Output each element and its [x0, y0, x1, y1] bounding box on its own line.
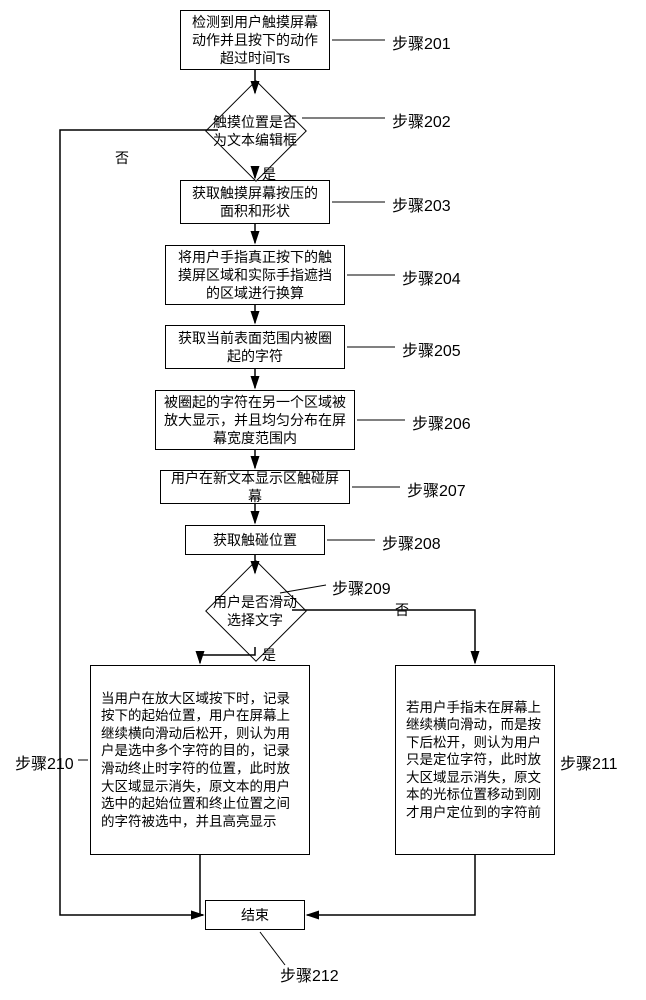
edge-label-no-209: 否 — [395, 600, 409, 620]
step-label-201: 步骤201 — [392, 30, 451, 54]
node-210-text: 当用户在放大区域按下时，记录按下的起始位置，用户在屏幕上继续横向滑动后松开，则认… — [101, 690, 299, 830]
step-label-212: 步骤212 — [280, 962, 339, 986]
node-206-text: 被圈起的字符在另一个区域被放大显示，并且均匀分布在屏幕宽度范围内 — [162, 393, 348, 448]
step-label-207: 步骤207 — [407, 477, 466, 501]
node-205: 获取当前表面范围内被圈起的字符 — [165, 325, 345, 369]
step-label-204: 步骤204 — [402, 265, 461, 289]
edge-label-yes-209: 是 — [262, 645, 276, 665]
node-207-text: 用户在新文本显示区触碰屏幕 — [167, 469, 343, 505]
step-label-209: 步骤209 — [332, 575, 391, 599]
node-208-text: 获取触碰位置 — [213, 531, 297, 549]
step-label-202: 步骤202 — [392, 108, 451, 132]
node-211-text: 若用户手指未在屏幕上继续横向滑动，而是按下后松开，则认为用户只是定位字符，此时放… — [406, 699, 544, 822]
node-203-text: 获取触摸屏幕按压的面积和形状 — [187, 184, 323, 220]
node-204: 将用户手指真正按下的触摸屏区域和实际手指遮挡的区域进行换算 — [165, 245, 345, 305]
node-201-text: 检测到用户触摸屏幕动作并且按下的动作超过时间Ts — [187, 13, 323, 68]
edge-label-yes-202: 是 — [262, 164, 276, 184]
step-label-211: 步骤211 — [560, 750, 618, 774]
step-label-208: 步骤208 — [382, 530, 441, 554]
node-202-diamond — [205, 80, 307, 182]
step-label-210: 步骤210 — [15, 750, 74, 774]
node-207: 用户在新文本显示区触碰屏幕 — [160, 470, 350, 504]
node-208: 获取触碰位置 — [185, 525, 325, 555]
node-203: 获取触摸屏幕按压的面积和形状 — [180, 180, 330, 224]
step-label-205: 步骤205 — [402, 337, 461, 361]
node-210: 当用户在放大区域按下时，记录按下的起始位置，用户在屏幕上继续横向滑动后松开，则认… — [90, 665, 310, 855]
step-label-203: 步骤203 — [392, 192, 451, 216]
edge-label-no-202: 否 — [115, 148, 129, 168]
node-206: 被圈起的字符在另一个区域被放大显示，并且均匀分布在屏幕宽度范围内 — [155, 390, 355, 450]
node-204-text: 将用户手指真正按下的触摸屏区域和实际手指遮挡的区域进行换算 — [172, 248, 338, 303]
node-205-text: 获取当前表面范围内被圈起的字符 — [172, 329, 338, 365]
step-label-206: 步骤206 — [412, 410, 471, 434]
node-212-text: 结束 — [241, 906, 269, 924]
node-201: 检测到用户触摸屏幕动作并且按下的动作超过时间Ts — [180, 10, 330, 70]
node-211: 若用户手指未在屏幕上继续横向滑动，而是按下后松开，则认为用户只是定位字符，此时放… — [395, 665, 555, 855]
node-212-end: 结束 — [205, 900, 305, 930]
node-209-diamond — [205, 560, 307, 662]
